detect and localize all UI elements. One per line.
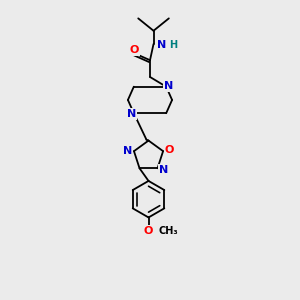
Text: CH₃: CH₃ <box>159 226 178 236</box>
Text: N: N <box>127 109 136 119</box>
Text: N: N <box>123 146 132 156</box>
Text: O: O <box>144 226 153 236</box>
Text: O: O <box>165 145 174 155</box>
Text: O: O <box>129 45 139 55</box>
Text: N: N <box>164 81 173 91</box>
Text: N: N <box>159 165 169 175</box>
Text: N: N <box>157 40 166 50</box>
Text: H: H <box>169 40 177 50</box>
